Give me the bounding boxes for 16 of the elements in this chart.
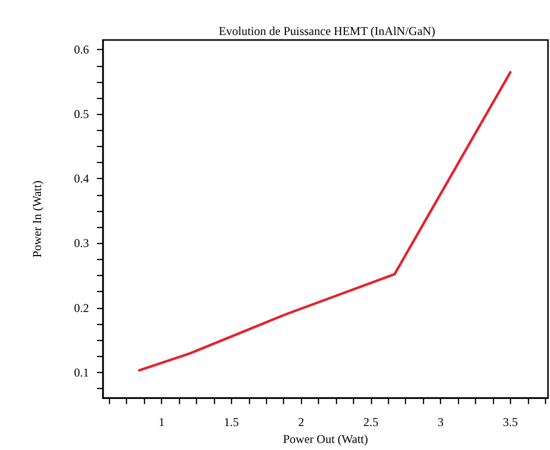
y-tick-label: 0.1 bbox=[74, 365, 89, 380]
x-tick-label: 3.5 bbox=[502, 415, 518, 430]
y-tick-label: 0.6 bbox=[74, 42, 89, 57]
x-axis-title: Power Out (Watt) bbox=[282, 432, 368, 446]
x-tick-label: 2 bbox=[298, 415, 304, 430]
x-tick-label: 3 bbox=[438, 415, 444, 430]
x-tick-label: 1.5 bbox=[224, 415, 239, 430]
line-series bbox=[138, 71, 512, 372]
y-tick-label: 0.3 bbox=[74, 236, 89, 250]
y-tick-label: 0.5 bbox=[74, 107, 89, 122]
chart-title: Evolution de Puissance HEMT (InAlN/GaN) bbox=[218, 24, 436, 38]
x-tick-label: 2.5 bbox=[363, 415, 378, 430]
y-axis-title: Power In (Watt) bbox=[30, 180, 44, 258]
y-tick-label: 0.2 bbox=[74, 300, 89, 315]
y-tick-label: 0.4 bbox=[74, 172, 89, 186]
x-tick-label: 1 bbox=[158, 415, 165, 430]
